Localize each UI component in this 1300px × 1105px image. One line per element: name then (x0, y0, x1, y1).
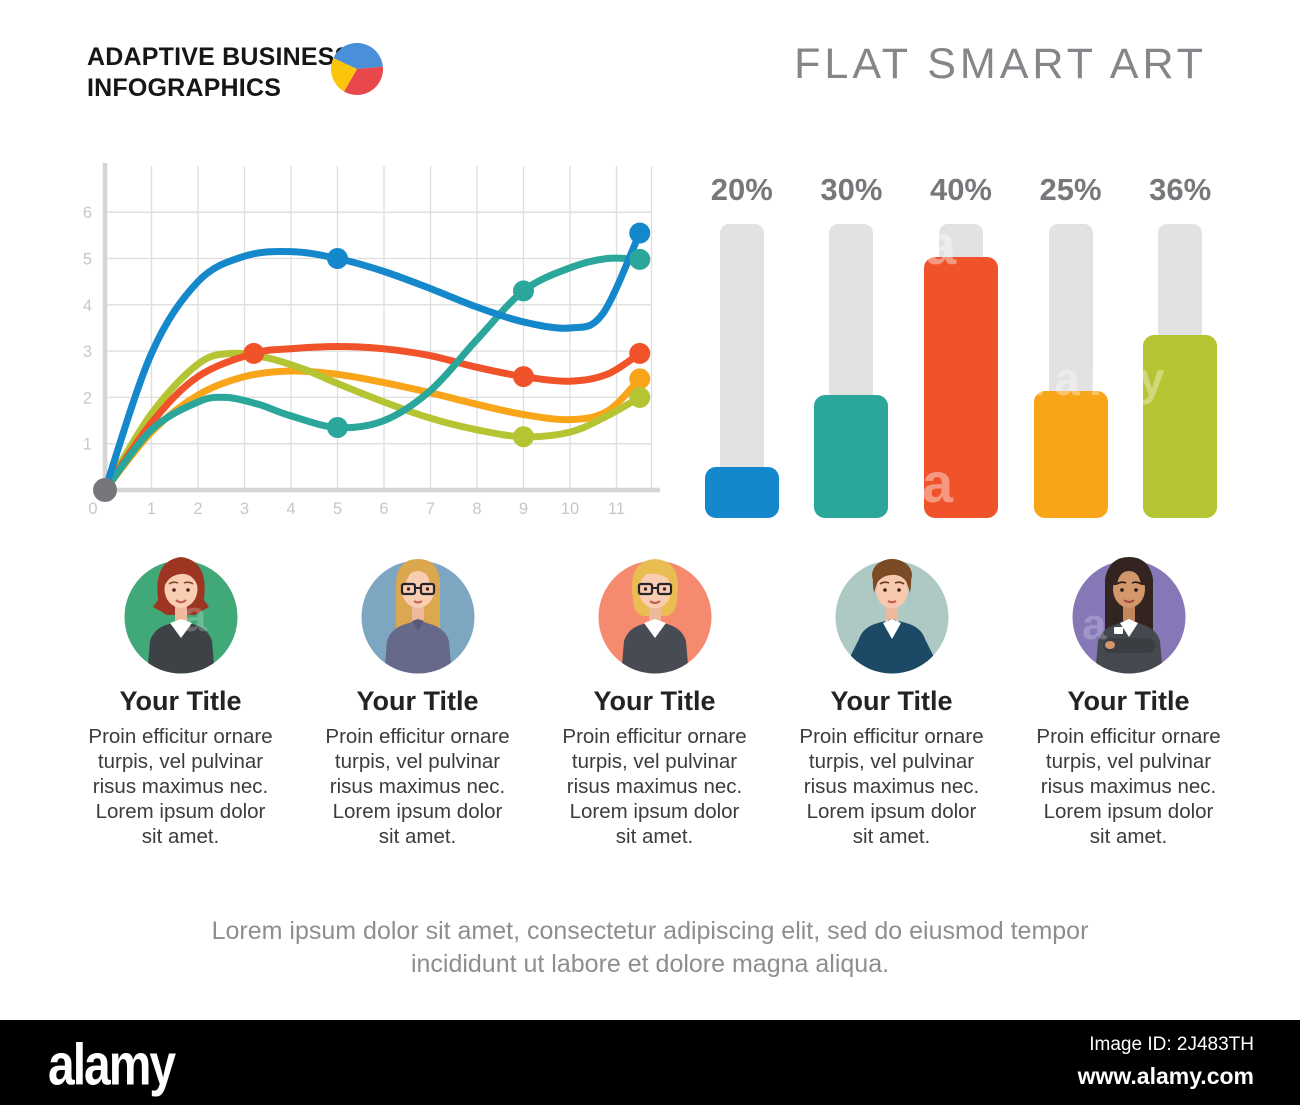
svg-text:1: 1 (147, 500, 156, 518)
profile-card: Your Title Proin efficitur ornare turpis… (299, 537, 536, 849)
svg-text:11: 11 (608, 500, 625, 518)
red-line-markers (243, 342, 651, 388)
stock-photo-bar: alamy Image ID: 2J483TH www.alamy.com (0, 1020, 1300, 1105)
profiles-row: Your Title Proin efficitur ornare turpis… (62, 537, 1247, 849)
chart-axes (99, 163, 660, 493)
bar-fill (814, 395, 889, 518)
svg-text:10: 10 (561, 500, 579, 518)
blue-line-markers (327, 222, 651, 269)
businesswoman-avatar (361, 559, 474, 674)
pie-logo-icon (331, 43, 383, 95)
profile-title: Your Title (830, 686, 953, 716)
blue-line-series (101, 229, 644, 494)
bar-fill (704, 467, 779, 518)
profile-card: Your Title Proin efficitur ornare turpis… (62, 537, 299, 849)
svg-text:9: 9 (519, 500, 528, 518)
brand-logo: ADAPTIVE BUSINESS INFOGRAPHICS (87, 42, 352, 104)
svg-text:6: 6 (379, 500, 388, 518)
profile-title: Your Title (593, 686, 716, 716)
bar-fill (1143, 335, 1218, 518)
bar-column: 36% (1125, 173, 1235, 518)
businesswoman-avatar (1072, 557, 1185, 674)
footer-note: Lorem ipsum dolor sit amet, consectetur … (211, 917, 1089, 978)
page-title: FLAT SMART ART (794, 40, 1207, 88)
pie-slice-yellow (331, 58, 357, 92)
brand-logo-line2: INFOGRAPHICS (87, 74, 282, 102)
bar-column: 40% (906, 173, 1016, 518)
bar-value-label: 40% (929, 172, 992, 207)
svg-text:0: 0 (88, 500, 97, 518)
pie-slice-red (344, 66, 383, 95)
bar-fill (923, 257, 998, 518)
bar-fill (1033, 391, 1108, 518)
image-id: Image ID: 2J483TH (1089, 1034, 1254, 1055)
bar-chart: 20% 30% 40% 25% 36% (687, 173, 1235, 518)
bar-value-label: 36% (1149, 172, 1212, 207)
axis-tick-labels: 1 2 3 4 5 6 0 1 2 3 4 5 6 7 8 9 10 11 (83, 204, 625, 518)
svg-text:5: 5 (333, 500, 342, 518)
image-meta: Image ID: 2J483TH www.alamy.com (1078, 1034, 1254, 1090)
profile-title: Your Title (356, 686, 479, 716)
bar-column: 25% (1016, 173, 1126, 518)
businesswoman-avatar (835, 559, 948, 674)
profile-description: Proin efficitur ornare turpis, vel pulvi… (1036, 725, 1221, 848)
profile-card: Your Title Proin efficitur ornare turpis… (536, 537, 773, 849)
svg-text:4: 4 (286, 500, 295, 518)
lime-line-series (101, 349, 644, 494)
businesswoman-avatar (124, 557, 237, 674)
bar-value-label: 20% (710, 172, 773, 207)
svg-text:5: 5 (83, 251, 92, 269)
svg-text:7: 7 (426, 500, 435, 518)
alamy-logo: alamy (48, 1033, 176, 1098)
profile-description: Proin efficitur ornare turpis, vel pulvi… (325, 725, 510, 848)
orange-line-series (101, 367, 644, 494)
red-line-series (101, 342, 644, 494)
svg-text:3: 3 (240, 500, 249, 518)
bar-column: 30% (797, 173, 907, 518)
businesswoman-avatar (598, 559, 711, 674)
teal-line-series (101, 254, 644, 494)
lime-line-markers (513, 386, 651, 448)
bar-column: 20% (687, 173, 797, 518)
svg-text:1: 1 (83, 436, 92, 454)
svg-text:2: 2 (83, 389, 92, 407)
alamy-url: www.alamy.com (1077, 1063, 1254, 1089)
svg-text:8: 8 (472, 500, 481, 518)
svg-text:6: 6 (83, 204, 92, 222)
bar-value-label: 30% (820, 172, 883, 207)
svg-text:2: 2 (193, 500, 202, 518)
profile-title: Your Title (1067, 686, 1190, 716)
teal-line-markers (327, 248, 651, 438)
orange-line-markers (629, 368, 651, 390)
profile-title: Your Title (119, 686, 242, 716)
profile-description: Proin efficitur ornare turpis, vel pulvi… (799, 725, 984, 848)
profile-card: Your Title Proin efficitur ornare turpis… (1010, 537, 1247, 849)
origin-dot (93, 478, 117, 502)
pie-slice-blue (333, 43, 383, 69)
brand-logo-line1: ADAPTIVE BUSINESS (87, 43, 352, 71)
profile-description: Proin efficitur ornare turpis, vel pulvi… (562, 725, 747, 848)
svg-text:3: 3 (83, 343, 92, 361)
bar-value-label: 25% (1039, 172, 1102, 207)
profile-card: Your Title Proin efficitur ornare turpis… (773, 537, 1010, 849)
profile-description: Proin efficitur ornare turpis, vel pulvi… (88, 725, 273, 848)
line-chart: 1 2 3 4 5 6 0 1 2 3 4 5 6 7 8 9 10 11 (83, 163, 660, 518)
svg-text:4: 4 (83, 297, 92, 315)
